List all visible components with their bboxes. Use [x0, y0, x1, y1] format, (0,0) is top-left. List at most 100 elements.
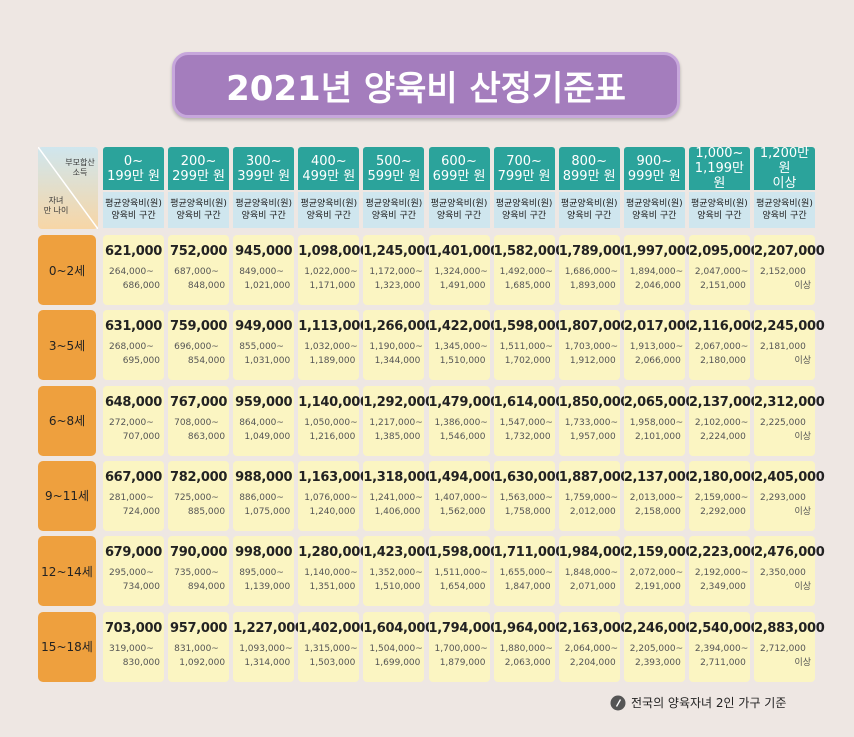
cell: 2,137,000 2,102,000~ 2,224,000: [688, 385, 760, 456]
average-cost: 1,266,000: [363, 319, 434, 335]
range-high: 1,092,000: [179, 657, 226, 668]
range-low: 2,225,000: [760, 417, 806, 428]
cell: 759,000 696,000~ 854,000: [168, 310, 230, 381]
cell: 1,280,000 1,140,000~ 1,351,000: [298, 536, 369, 607]
cost-range: 1,190,000~ 1,344,000: [363, 340, 424, 368]
cell: 1,794,000 1,700,000~ 1,879,000: [428, 611, 499, 682]
cell: 1,630,000 1,563,000~ 1,758,000: [493, 460, 564, 531]
range-low: 1,504,000~: [369, 643, 423, 654]
range-high: 1,503,000: [309, 657, 356, 668]
range-high: 885,000: [187, 506, 226, 517]
range-low: 281,000~: [109, 492, 154, 503]
range-high: 1,406,000: [374, 506, 421, 517]
cell: 2,159,000 2,072,000~ 2,191,000: [623, 536, 695, 607]
range-high: 2,158,000: [634, 506, 681, 517]
range-low: 1,759,000~: [564, 492, 619, 503]
cost-range: 2,067,000~ 2,180,000: [689, 340, 750, 368]
cell: 1,598,000 1,511,000~ 1,654,000: [428, 536, 499, 607]
average-cost: 2,476,000: [754, 545, 825, 561]
average-cost: 1,245,000: [363, 244, 434, 259]
range-high: 1,171,000: [309, 281, 356, 291]
range-low: 895,000~: [239, 568, 284, 579]
sub-label: 양육비 구간: [371, 211, 417, 221]
average-cost: 767,000: [170, 394, 228, 410]
range-high: 1,216,000: [309, 431, 356, 442]
age-label: 0~2세: [38, 235, 96, 305]
sub-header: 평균양육비(원) 양육비 구간: [623, 192, 685, 228]
sub-label: 양육비 구간: [567, 211, 612, 221]
range-low: 1,315,000~: [304, 643, 358, 654]
cell: 1,292,000 1,217,000~ 1,385,000: [363, 385, 434, 456]
average-cost: 621,000: [104, 244, 163, 259]
range-high: 이상: [794, 281, 811, 291]
range-high: 1,323,000: [374, 281, 421, 291]
sub-label: 양육비 구간: [632, 211, 677, 221]
income-line: 300~: [245, 153, 282, 169]
sub-label: 양육비 구간: [176, 211, 221, 221]
range-high: 1,491,000: [439, 281, 486, 291]
range-low: 886,000~: [239, 492, 284, 503]
cost-range: 2,152,000 이상: [754, 265, 815, 293]
cell: 1,423,000 1,352,000~ 1,510,000: [363, 536, 434, 607]
average-cost: 1,422,000: [428, 319, 500, 335]
average-cost: 759,000: [170, 319, 228, 335]
range-high: 2,711,000: [700, 657, 746, 668]
range-low: 2,293,000: [760, 492, 806, 503]
cell: 667,000 281,000~ 724,000: [103, 460, 164, 531]
footnote: 전국의 양육자녀 2인 가구 기준: [610, 694, 786, 711]
average-cost: 2,312,000: [754, 394, 825, 410]
average-cost: 1,280,000: [298, 545, 369, 561]
cell: 1,494,000 1,407,000~ 1,562,000: [428, 460, 499, 531]
cell: 1,964,000 1,880,000~ 2,063,000: [493, 611, 564, 682]
range-high: 707,000: [122, 431, 160, 442]
cost-range: 1,511,000~ 1,654,000: [429, 566, 490, 594]
average-cost: 1,807,000: [558, 319, 630, 335]
column-header: 0~ 199만 원: [103, 147, 164, 190]
range-high: 2,292,000: [700, 506, 746, 517]
range-low: 1,511,000~: [499, 342, 553, 353]
range-high: 1,562,000: [439, 506, 486, 517]
age-label: 6~8세: [38, 385, 96, 456]
footnote-text: 전국의 양육자녀 2인 가구 기준: [631, 696, 787, 710]
cell: 949,000 855,000~ 1,031,000: [233, 310, 295, 381]
sub-header: 평균양육비(원) 양육비 구간: [298, 192, 360, 228]
average-cost: 1,984,000: [558, 545, 630, 561]
sub-label: 양육비 구간: [501, 211, 547, 221]
sub-label: 평균양육비(원): [560, 199, 618, 209]
range-low: 2,712,000: [760, 643, 806, 654]
cost-range: 1,759,000~ 2,012,000: [559, 491, 620, 519]
range-low: 264,000~: [109, 267, 154, 277]
column-header: 800~ 899만 원: [558, 147, 620, 190]
cell: 2,137,000 2,013,000~ 2,158,000: [623, 460, 695, 531]
income-line: 400~: [310, 153, 347, 169]
range-high: 848,000: [187, 281, 226, 291]
sub-label: 평균양육비(원): [691, 199, 748, 209]
cost-range: 2,293,000 이상: [754, 491, 815, 519]
cost-range: 1,076,000~ 1,240,000: [298, 491, 359, 519]
average-cost: 1,997,000: [623, 244, 695, 259]
cost-range: 855,000~ 1,031,000: [233, 340, 294, 368]
average-cost: 782,000: [170, 469, 228, 485]
cell: 2,245,000 2,181,000 이상: [754, 310, 825, 381]
cell: 1,140,000 1,050,000~ 1,216,000: [298, 385, 369, 456]
cell: 2,017,000 1,913,000~ 2,066,000: [623, 310, 695, 381]
cost-range: 1,511,000~ 1,702,000: [494, 340, 555, 368]
range-high: 1,732,000: [504, 431, 551, 442]
cell: 1,604,000 1,504,000~ 1,699,000: [363, 611, 434, 682]
range-low: 1,190,000~: [369, 342, 423, 353]
cell: 945,000 849,000~ 1,021,000: [233, 235, 295, 305]
income-line: 399만 원: [237, 168, 291, 184]
range-low: 2,159,000~: [694, 492, 749, 503]
cell: 988,000 886,000~ 1,075,000: [233, 460, 295, 531]
cell: 1,614,000 1,547,000~ 1,732,000: [493, 385, 564, 456]
range-low: 1,686,000~: [564, 267, 619, 277]
cost-range: 725,000~ 885,000: [168, 491, 229, 519]
range-high: 830,000: [122, 657, 160, 668]
average-cost: 1,292,000: [363, 394, 434, 410]
range-low: 1,848,000~: [564, 568, 619, 579]
corner-divider: [38, 147, 98, 229]
income-line: 600~: [441, 153, 477, 169]
average-cost: 631,000: [104, 319, 163, 335]
sub-label: 양육비 구간: [697, 211, 742, 221]
cost-range: 281,000~ 724,000: [103, 491, 164, 519]
